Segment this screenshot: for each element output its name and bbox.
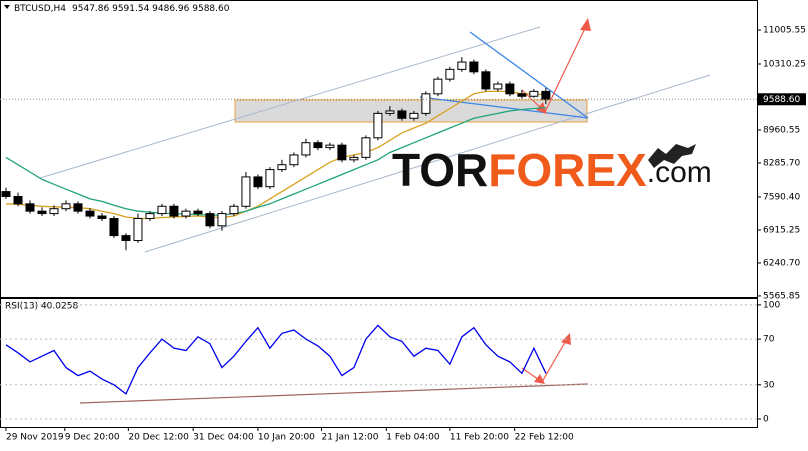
candle-body	[85, 210, 95, 217]
y-tick-label: 30	[763, 380, 775, 390]
symbol: BTCUSD,H4	[14, 4, 66, 14]
candle-body	[1, 191, 11, 197]
rsi-line	[5, 324, 547, 395]
x-tick-label: 10 Jan 20:00	[258, 433, 315, 443]
candle-body	[157, 205, 167, 215]
channel-line	[144, 74, 711, 253]
y-tick-label: 10310.25	[763, 59, 806, 69]
candle-body	[37, 210, 47, 215]
candle-body	[325, 144, 335, 149]
y-tick-label: 8285.70	[763, 158, 800, 168]
candle-body	[229, 205, 239, 215]
bull-icon	[648, 144, 696, 168]
candle-body	[13, 195, 23, 205]
candle-body	[517, 93, 527, 97]
ohlc: 9547.86 9591.54 9486.96 9588.60	[72, 4, 230, 14]
y-tick-label: 8960.55	[763, 125, 800, 135]
candle-body	[133, 217, 143, 241]
moving-average	[5, 106, 546, 216]
moving-average	[5, 90, 546, 220]
candle-body	[205, 213, 215, 227]
candle-body	[529, 90, 539, 97]
candle-body	[505, 83, 515, 95]
arrow-head	[580, 18, 591, 31]
candle-body	[541, 90, 551, 100]
x-tick-label: 31 Dec 04:00	[193, 433, 254, 443]
candle-body	[253, 176, 263, 188]
candle-body	[361, 137, 371, 158]
candle-body	[409, 112, 419, 119]
candle-body	[337, 144, 347, 161]
candle-body	[181, 210, 191, 217]
candle-body	[469, 61, 479, 73]
y-tick-label: 5565.85	[763, 291, 800, 301]
candle-body	[313, 142, 323, 149]
candle-body	[265, 169, 275, 188]
arrow-head	[534, 374, 545, 384]
rsi-panel	[0, 298, 758, 428]
price-panel	[0, 0, 758, 298]
candle-body	[397, 110, 407, 119]
candle-body	[73, 203, 83, 212]
y-tick-label: 11005.55	[763, 25, 806, 35]
x-tick-label: 9 Dec 20:00	[65, 433, 120, 443]
candle-body	[121, 235, 131, 241]
watermark-part: TOR	[392, 144, 488, 196]
candle-body	[421, 93, 431, 114]
candle-body	[145, 213, 155, 219]
x-tick-label: 1 Feb 04:00	[386, 433, 440, 443]
x-tick-label: 29 Nov 2019	[6, 433, 64, 443]
candle-body	[97, 215, 107, 219]
y-tick-label: 6915.25	[763, 225, 800, 235]
candle-body	[61, 203, 71, 210]
last-price-label: 9588.60	[763, 95, 800, 105]
candle-body	[373, 112, 383, 139]
channel-line	[39, 26, 541, 179]
y-tick-label: 70	[763, 335, 775, 345]
y-tick-label: 7590.40	[763, 192, 800, 202]
candle-body	[49, 208, 59, 215]
y-tick-label: 100	[763, 300, 780, 310]
candle-body	[25, 203, 35, 212]
candle-body	[277, 164, 287, 171]
rsi-trend-line	[79, 383, 589, 404]
candle-body	[457, 61, 467, 70]
x-tick-label: 22 Feb 12:00	[515, 433, 574, 443]
candle-body	[481, 71, 491, 90]
candle-body	[493, 83, 503, 90]
watermark: TORFOREX.com	[392, 144, 712, 196]
x-tick-label: 21 Jan 12:00	[322, 433, 379, 443]
x-tick-label: 11 Feb 20:00	[450, 433, 509, 443]
candle-body	[217, 213, 227, 227]
last-price-box	[758, 93, 806, 106]
chart-title: BTCUSD,H4 9547.86 9591.54 9486.96 9588.60	[14, 4, 230, 14]
dropdown-icon[interactable]	[4, 5, 10, 9]
candle-body	[193, 210, 203, 215]
range-box	[234, 99, 588, 123]
y-tick-label: 6240.70	[763, 258, 800, 268]
candle-body	[169, 205, 179, 217]
candle-body	[349, 156, 359, 161]
candle-body	[109, 217, 119, 237]
candle-body	[289, 154, 299, 166]
candle-body	[445, 68, 455, 80]
candle-body	[301, 142, 311, 156]
rsi-title: RSI(13) 40.0258	[5, 302, 78, 312]
candle-body	[433, 78, 443, 95]
x-tick-label: 20 Dec 12:00	[128, 433, 189, 443]
candle-body	[385, 110, 395, 114]
candle-body	[241, 176, 251, 207]
trend-line	[419, 96, 589, 119]
trend-line	[469, 31, 589, 119]
y-tick-label: 0	[763, 415, 769, 425]
watermark-part: FOREX	[488, 144, 647, 196]
